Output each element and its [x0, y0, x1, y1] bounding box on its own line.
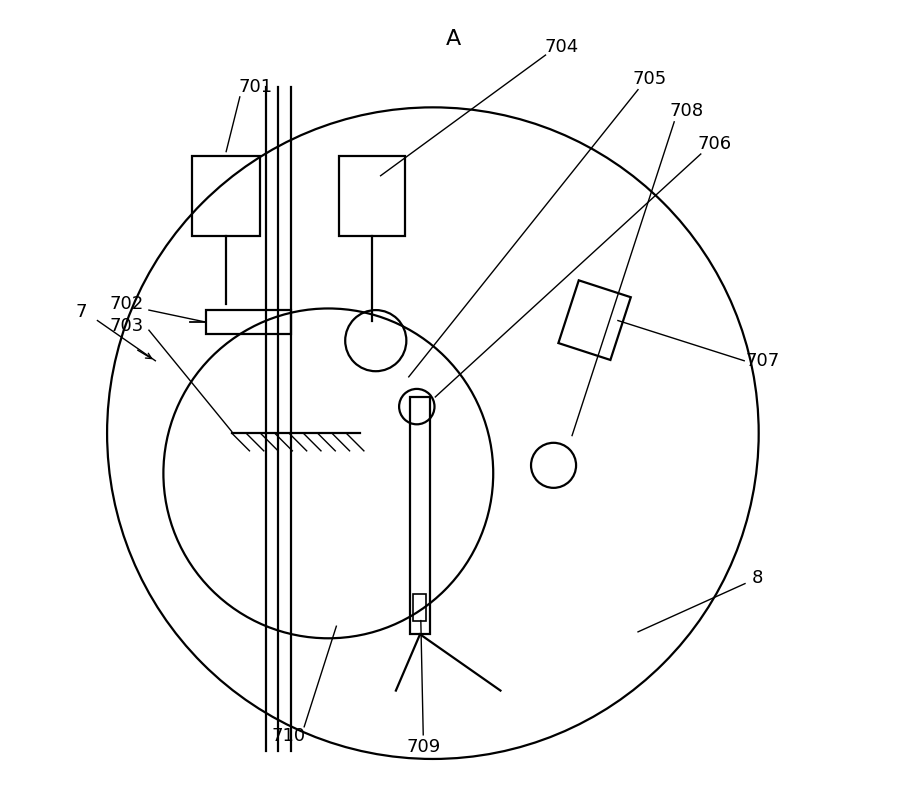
- Bar: [413, 594, 426, 620]
- Text: 710: 710: [271, 727, 305, 745]
- Bar: [191, 156, 260, 236]
- Bar: [410, 397, 429, 634]
- Bar: [206, 310, 291, 335]
- Text: 702: 702: [109, 296, 143, 313]
- Text: 701: 701: [239, 79, 273, 96]
- Text: 709: 709: [406, 738, 440, 756]
- Text: 708: 708: [670, 102, 703, 121]
- Text: A: A: [446, 29, 460, 49]
- Text: 703: 703: [109, 318, 143, 335]
- Text: 706: 706: [698, 134, 731, 152]
- Text: 7: 7: [75, 304, 87, 322]
- Text: 705: 705: [633, 70, 667, 88]
- Text: 707: 707: [746, 352, 780, 369]
- Bar: [558, 280, 631, 360]
- Text: 704: 704: [545, 38, 579, 56]
- Bar: [339, 156, 405, 236]
- Text: 8: 8: [751, 569, 763, 587]
